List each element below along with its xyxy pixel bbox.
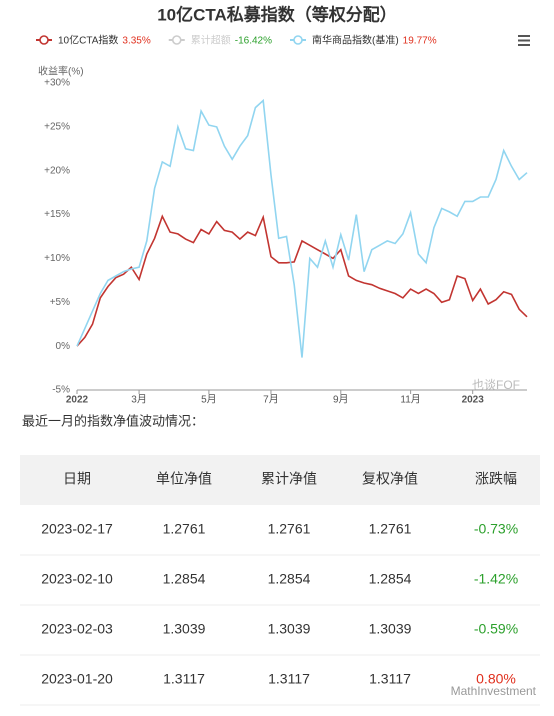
y-tick-label: +30% bbox=[44, 78, 70, 89]
legend-value: -16.42% bbox=[235, 36, 272, 47]
table-cell: 2023-01-20 bbox=[41, 671, 113, 687]
y-tick-label: +10% bbox=[44, 253, 70, 264]
table-cell: -0.59% bbox=[474, 621, 518, 637]
table-cell: 0.80% bbox=[476, 671, 516, 687]
table-cell: 2023-02-17 bbox=[41, 521, 113, 537]
table-cell: 1.3117 bbox=[268, 671, 310, 687]
table-header-cell: 日期 bbox=[63, 471, 91, 487]
table-cell: 1.3039 bbox=[268, 621, 311, 637]
legend-label: 南华商品指数(基准) bbox=[312, 34, 399, 47]
legend-marker bbox=[171, 35, 182, 45]
table-cell: -0.73% bbox=[474, 521, 518, 537]
x-tick-label: 2023 bbox=[462, 395, 485, 406]
table-cell: 1.3117 bbox=[163, 671, 205, 687]
legend-value: 3.35% bbox=[122, 36, 150, 47]
table-header-cell: 涨跌幅 bbox=[475, 471, 517, 487]
watermark: 也谈FOF bbox=[472, 378, 520, 392]
table-header-cell: 累计净值 bbox=[261, 471, 317, 487]
y-tick-label: -5% bbox=[52, 385, 70, 396]
x-tick-label: 9月 bbox=[333, 394, 349, 406]
x-tick-label: 2022 bbox=[66, 395, 89, 406]
x-tick-label: 5月 bbox=[201, 394, 217, 406]
watermark: MathInvestment bbox=[451, 684, 537, 698]
table-header-cell: 单位净值 bbox=[156, 471, 212, 487]
legend-value: 19.77% bbox=[403, 36, 437, 47]
x-tick-label: 11月 bbox=[400, 394, 420, 406]
legend-label: 10亿CTA指数 bbox=[58, 34, 118, 47]
table-header-bg bbox=[20, 455, 540, 505]
y-tick-label: +5% bbox=[50, 297, 70, 308]
table-cell: 1.2761 bbox=[369, 521, 412, 537]
x-tick-label: 7月 bbox=[263, 394, 279, 406]
menu-icon[interactable] bbox=[518, 35, 530, 46]
legend-item[interactable]: 南华商品指数(基准) 19.77% bbox=[290, 34, 437, 47]
table-cell: 1.3117 bbox=[369, 671, 411, 687]
table-cell: 1.2854 bbox=[369, 571, 412, 587]
table-cell: 1.2761 bbox=[163, 521, 206, 537]
table-header-cell: 复权净值 bbox=[362, 471, 418, 487]
chart-title: 10亿CTA私募指数（等权分配） bbox=[157, 4, 397, 24]
y-tick-label: +20% bbox=[44, 165, 70, 176]
legend-marker bbox=[39, 35, 49, 45]
x-tick-label: 3月 bbox=[131, 394, 147, 406]
caption: 最近一月的指数净值波动情况： bbox=[22, 413, 204, 428]
y-axis-label: 收益率(%) bbox=[38, 65, 84, 78]
table-cell: 2023-02-03 bbox=[41, 621, 113, 637]
y-tick-label: +15% bbox=[44, 209, 70, 220]
table-cell: 1.3039 bbox=[163, 621, 206, 637]
table-cell: 1.2761 bbox=[268, 521, 311, 537]
table-cell: -1.42% bbox=[474, 571, 518, 587]
table-cell: 1.2854 bbox=[163, 571, 206, 587]
y-tick-label: 0% bbox=[56, 341, 71, 352]
table-cell: 1.3039 bbox=[369, 621, 412, 637]
table-cell: 1.2854 bbox=[268, 571, 311, 587]
legend-marker bbox=[293, 35, 303, 45]
series-line bbox=[76, 98, 528, 358]
legend-item[interactable]: 10亿CTA指数 3.35% bbox=[36, 34, 151, 47]
legend-item[interactable]: 累计超额 -16.42% bbox=[168, 34, 272, 47]
y-tick-label: +25% bbox=[44, 121, 70, 132]
table-cell: 2023-02-10 bbox=[41, 571, 113, 587]
series-line bbox=[76, 214, 528, 347]
legend-label: 累计超额 bbox=[191, 34, 231, 47]
